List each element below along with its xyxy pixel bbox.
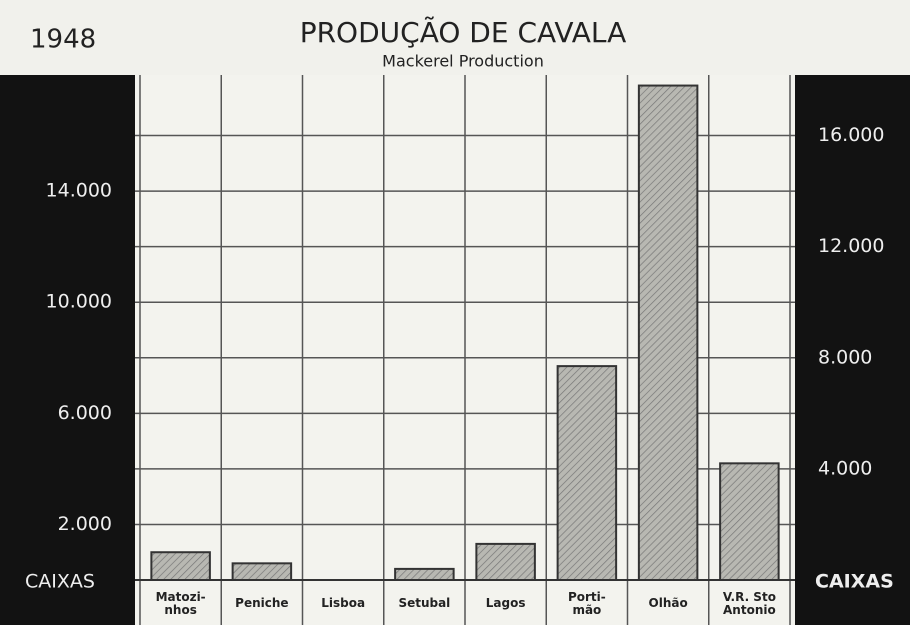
y-axis-label: CAIXAS [25,571,95,593]
x-tick-label: Olhão [648,596,688,610]
chart-title: PRODUÇÃO DE CAVALA [300,16,627,49]
bar [150,551,211,582]
x-tick-label: Lagos [485,596,526,610]
y-tick-label: 14.000 [46,180,112,202]
bar [556,365,618,581]
year: 1948 [30,25,96,55]
y2-tick-label: 16.000 [818,124,884,146]
y-tick-label: 2.000 [58,513,112,535]
y2-tick-label: 8.000 [818,346,872,368]
y-tick-label: 6.000 [58,402,112,424]
bar [231,562,293,581]
x-tick-label: Setubal [398,596,451,610]
bar [637,84,699,582]
x-tick-label: Matozi- nhos [155,589,206,617]
y2-tick-label: 4.000 [818,457,872,479]
x-tick-label: V.R. Sto Antonio [722,589,776,617]
y2-tick-label: 12.000 [818,235,884,257]
x-tick-label: Lisboa [321,596,366,610]
y-tick-label: 10.000 [46,291,112,313]
chart-subtitle: Mackerel Production [382,52,544,71]
x-tick-label: Peniche [235,596,289,610]
y2-axis-label: CAIXAS [815,571,894,593]
bar [475,542,536,582]
title-band [0,0,910,75]
bar [394,567,455,582]
x-tick-label: Porti- mão [567,589,606,617]
bar [719,462,780,582]
